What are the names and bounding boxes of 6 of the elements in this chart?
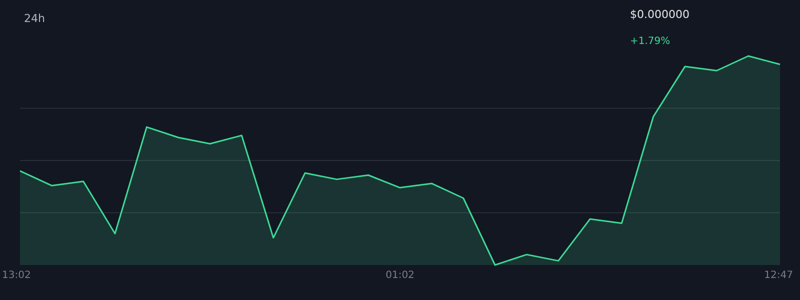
x-tick-label: 13:02: [2, 270, 31, 282]
x-tick-label: 12:47: [764, 270, 793, 282]
text: +1.79%: [630, 36, 670, 47]
text: $0.000000: [630, 8, 690, 21]
x-tick-label: 01:02: [386, 270, 414, 282]
chart-title: 24h: [24, 12, 45, 25]
